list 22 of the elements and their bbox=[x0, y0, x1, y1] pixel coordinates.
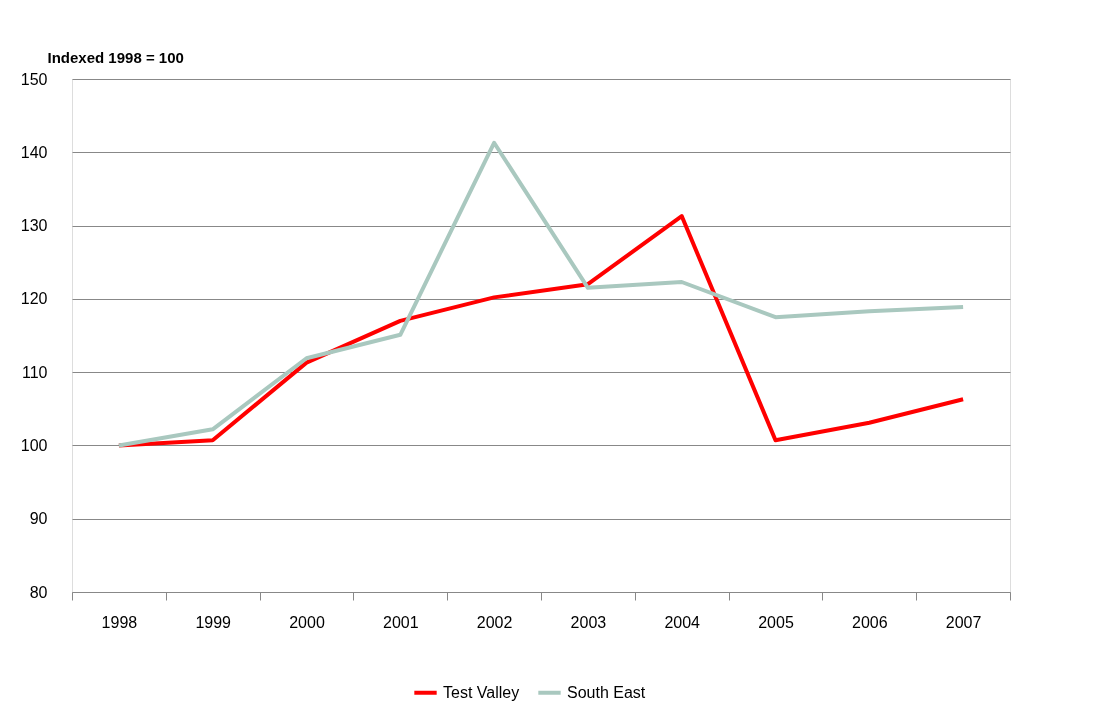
x-tick-label: 2004 bbox=[664, 613, 701, 631]
x-tick-label: 2005 bbox=[758, 613, 794, 631]
y-tick-label: 150 bbox=[20, 70, 48, 88]
x-tick-label: 2006 bbox=[852, 613, 888, 631]
legend-label: South East bbox=[567, 683, 646, 701]
y-tick-label: 130 bbox=[20, 217, 48, 235]
y-tick-label: 100 bbox=[20, 436, 48, 454]
x-tick-label: 2007 bbox=[945, 613, 982, 631]
y-axis-title: Indexed 1998 = 100 bbox=[47, 48, 184, 66]
x-tick-label: 1998 bbox=[101, 613, 138, 631]
y-tick-label: 90 bbox=[29, 510, 48, 528]
x-tick-label: 2003 bbox=[570, 613, 607, 631]
y-tick-label: 110 bbox=[21, 363, 48, 381]
x-tick-label: 2001 bbox=[383, 613, 419, 631]
line-series bbox=[116, 140, 966, 448]
y-tick-label: 140 bbox=[20, 143, 48, 161]
y-tick-label: 80 bbox=[29, 583, 48, 601]
x-tick-label: 2000 bbox=[289, 613, 325, 631]
x-tick-label: 1999 bbox=[195, 613, 232, 631]
x-tick-label: 2002 bbox=[476, 613, 513, 631]
legend-label: Test Valley bbox=[443, 683, 520, 701]
y-tick-label: 120 bbox=[20, 290, 48, 308]
